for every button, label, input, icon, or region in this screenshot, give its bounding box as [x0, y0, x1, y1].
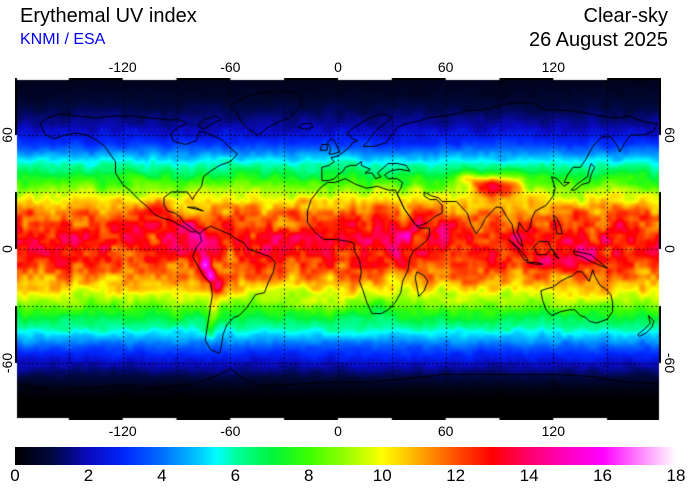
colorbar-tick: 8 — [304, 466, 314, 485]
lon-tick-top: 120 — [541, 59, 566, 75]
colorbar-tick: 0 — [10, 466, 20, 485]
lat-tick-left: -60 — [0, 352, 15, 374]
lon-tick-bottom: 60 — [437, 423, 454, 439]
lon-tick-top: -120 — [108, 59, 137, 75]
uv-world-map-canvas — [15, 78, 661, 420]
sky-condition-label: Clear-sky — [583, 5, 668, 27]
lon-tick-bottom: 120 — [541, 423, 566, 439]
lon-tick-bottom: -60 — [220, 423, 241, 439]
colorbar-tick: 18 — [666, 466, 686, 485]
lon-tick-top: 0 — [334, 59, 342, 75]
colorbar-tick: 6 — [230, 466, 241, 485]
colorbar-tick: 4 — [157, 466, 167, 485]
colorbar-tick: 14 — [519, 466, 539, 485]
page-title: Erythemal UV index — [20, 5, 197, 27]
lat-tick-right: 60 — [662, 127, 678, 143]
lon-tick-bottom: 0 — [334, 423, 342, 439]
lon-tick-top: 60 — [437, 59, 454, 75]
institution-label: KNMI / ESA — [20, 31, 106, 48]
colorbar-tick: 10 — [372, 466, 392, 485]
lat-tick-left: 60 — [0, 127, 15, 143]
colorbar-tick: 16 — [593, 466, 613, 485]
lat-tick-left: 0 — [0, 245, 15, 253]
lat-tick-right: -60 — [662, 352, 678, 374]
colorbar-tick: 12 — [446, 466, 466, 485]
lon-tick-bottom: -120 — [108, 423, 137, 439]
colorbar-canvas — [15, 447, 676, 465]
lat-tick-right: 0 — [662, 245, 678, 253]
lon-tick-top: -60 — [220, 59, 241, 75]
colorbar-tick: 2 — [83, 466, 94, 485]
date-label: 26 August 2025 — [528, 29, 668, 51]
